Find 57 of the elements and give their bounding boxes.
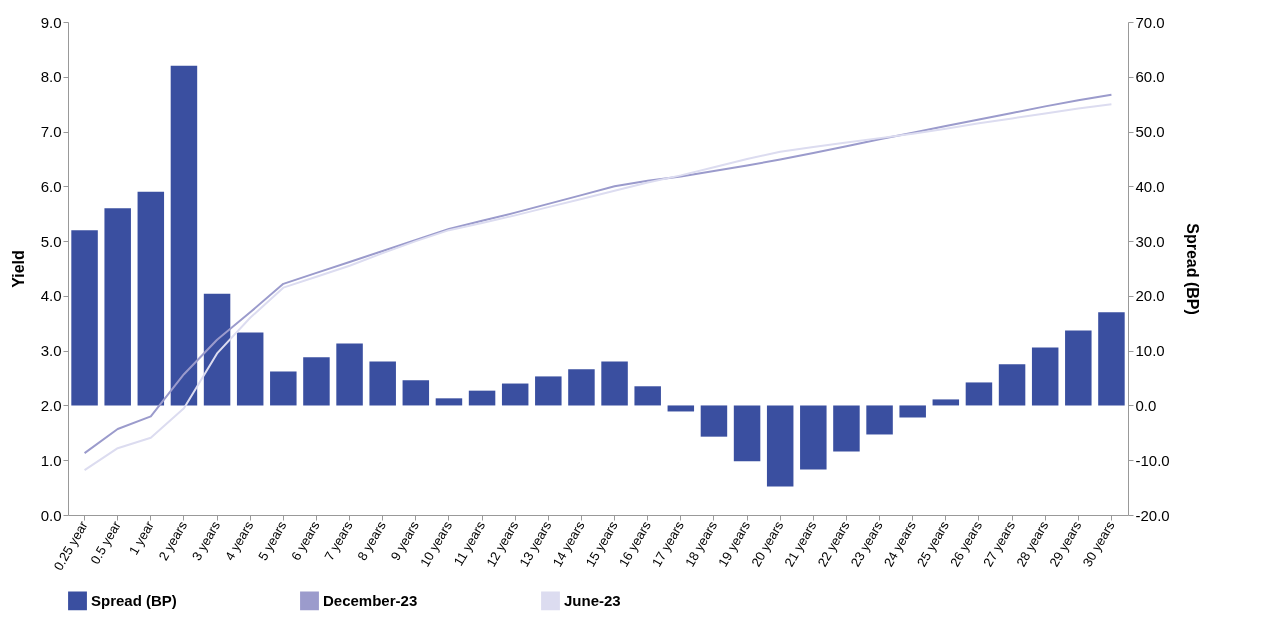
bar (601, 361, 628, 406)
y2-tick-label: 50.0 (1135, 123, 1165, 141)
bar (468, 390, 496, 406)
y-tick-label: 5.0 (40, 232, 62, 250)
y2-tick-label: 0.0 (1135, 396, 1157, 414)
bar (899, 405, 926, 418)
y2-tick-label: 20.0 (1135, 287, 1165, 305)
bar (104, 208, 131, 406)
bar (402, 380, 430, 406)
y-tick-label: 9.0 (40, 13, 62, 31)
bar (71, 230, 98, 406)
y2-axis-title: Spread (BP) (1183, 223, 1201, 315)
y2-tick-label: -10.0 (1135, 451, 1170, 469)
bar (568, 369, 595, 406)
legend-label: Spread (BP) (91, 591, 177, 609)
y-tick-label: 1.0 (40, 451, 62, 469)
bar (700, 405, 728, 437)
bar (833, 405, 860, 452)
bar (998, 364, 1026, 406)
bar (965, 382, 993, 406)
y2-tick-label: 30.0 (1135, 232, 1165, 250)
bar (270, 371, 297, 406)
bar (203, 293, 231, 406)
y-tick-label: 3.0 (40, 342, 62, 360)
bar (766, 405, 794, 487)
bar (1065, 330, 1092, 406)
legend-label: June-23 (564, 591, 621, 609)
bar (1098, 312, 1125, 406)
bar (800, 405, 827, 470)
y2-tick-label: 10.0 (1135, 342, 1165, 360)
bar (634, 386, 661, 406)
y-tick-label: 2.0 (40, 396, 62, 414)
y-tick-label: 8.0 (40, 68, 62, 86)
bar (501, 383, 529, 406)
bar (303, 357, 330, 406)
y-tick-label: 7.0 (40, 123, 62, 141)
y2-tick-label: 60.0 (1135, 68, 1165, 86)
y-axis-title: Yield (9, 250, 27, 288)
bar (435, 398, 463, 406)
y2-tick-label: 70.0 (1135, 13, 1165, 31)
bar (170, 65, 198, 406)
bar (236, 332, 264, 406)
bar (932, 399, 960, 406)
bar (336, 343, 363, 406)
bar (535, 376, 562, 406)
bar (137, 191, 165, 406)
y2-tick-label: -20.0 (1135, 506, 1170, 524)
bar (369, 361, 396, 406)
y-tick-label: 6.0 (40, 177, 62, 195)
bar (733, 405, 761, 462)
bar (667, 405, 695, 412)
y2-tick-label: 40.0 (1135, 177, 1165, 195)
y-tick-label: 0.0 (40, 506, 62, 524)
y-tick-label: 4.0 (40, 287, 62, 305)
bar (866, 405, 893, 435)
bar (1031, 347, 1059, 406)
legend-label: December-23 (323, 591, 418, 609)
